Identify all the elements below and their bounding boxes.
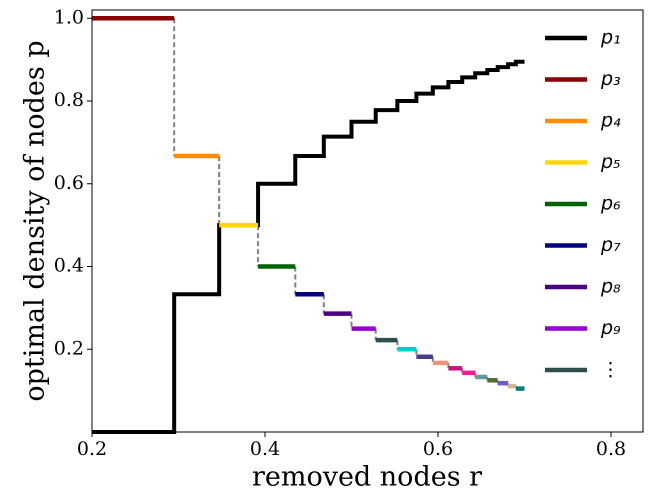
x-tick-label: 0.4 [250,438,280,460]
x-tick-label: 0.8 [596,438,626,460]
x-tick-label: 0.6 [423,438,453,460]
legend-label: ⋮ [601,359,620,381]
x-tick-label: 0.2 [77,438,107,460]
plot-frame [91,9,644,433]
legend-label: p₃ [600,68,621,90]
legend-label: p₇ [600,234,621,256]
y-axis-label: optimal density of nodes p [20,40,51,401]
y-tick-label: 1.0 [54,6,84,28]
y-tick-label: 0.6 [54,172,84,194]
legend-label: p₁ [600,27,621,49]
y-tick-label: 0.4 [54,255,84,277]
y-tick-label: 0.2 [54,337,84,359]
legend-label: p₆ [600,193,621,215]
step-line [92,59,525,434]
y-tick-label: 0.8 [54,89,84,111]
legend-label: p₈ [600,276,621,298]
legend-label: p₅ [600,151,621,173]
legend-label: p₄ [600,110,621,132]
legend-label: p₉ [600,317,621,339]
x-axis-label: removed nodes r [252,462,482,493]
